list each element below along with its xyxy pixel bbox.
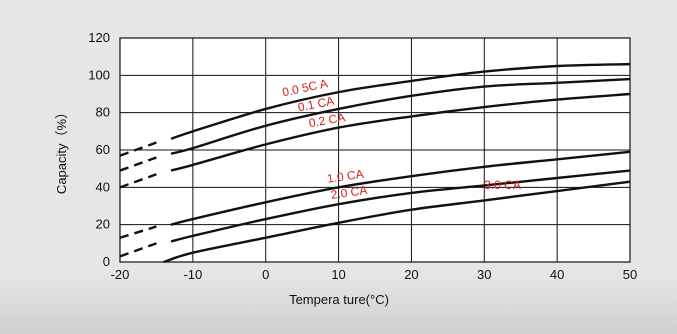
series-label: 0.1 CA: [297, 94, 336, 115]
x-tick-label: -10: [183, 267, 202, 282]
grid-lines: [120, 38, 630, 262]
series-label: 0.2 CA: [308, 110, 347, 130]
tick-labels: -20 -10 0 10 20 30 40 50 0 20 40 60 80 100 120: [88, 30, 637, 282]
series-line: [170, 62, 631, 140]
series-label: 1.0 CA: [326, 167, 364, 186]
x-axis-title: Tempera ture(°C): [289, 292, 389, 307]
x-tick-label: 20: [404, 267, 418, 282]
series-label: 3.0 CA: [484, 178, 521, 192]
series-dashed-segment: [119, 173, 157, 189]
y-tick-label: 60: [96, 142, 110, 157]
series-dashed-segment: [119, 242, 157, 258]
y-tick-label: 40: [96, 179, 110, 194]
series-line: [170, 169, 631, 243]
series-line: [170, 77, 631, 155]
series-line: [163, 180, 631, 264]
y-tick-label: 100: [88, 67, 110, 82]
series-line: [170, 92, 631, 172]
x-tick-label: 30: [477, 267, 491, 282]
y-tick-label: 20: [96, 217, 110, 232]
y-tick-label: 0: [103, 254, 110, 269]
series-label: 2.0 CA: [330, 183, 368, 202]
y-tick-label: 80: [96, 105, 110, 120]
y-tick-label: 120: [88, 30, 110, 45]
series-curves: [119, 62, 631, 264]
x-tick-label: 0: [262, 267, 269, 282]
y-axis-title: Capacity（%）: [54, 106, 69, 194]
x-tick-label: 40: [550, 267, 564, 282]
x-tick-label: 10: [331, 267, 345, 282]
series-dashed-segment: [119, 156, 157, 172]
x-tick-label: 50: [623, 267, 637, 282]
x-tick-label: -20: [111, 267, 130, 282]
series-dashed-segment: [119, 141, 157, 157]
series-line: [170, 150, 631, 226]
series-dashed-segment: [119, 225, 157, 239]
